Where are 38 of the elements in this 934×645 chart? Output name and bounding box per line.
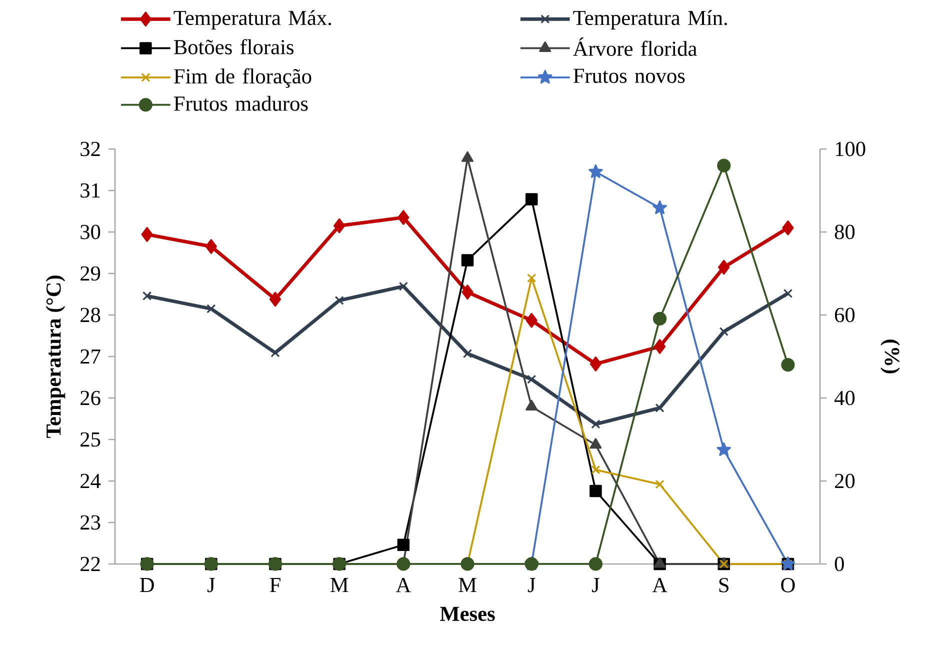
y-tick-label: 23: [80, 515, 100, 530]
y2-tick-label: 80: [834, 224, 855, 240]
y-tick-label: 22: [80, 556, 100, 572]
legend-label: Fim de floração: [174, 68, 312, 88]
legend-label: Frutos maduros: [174, 96, 308, 111]
y2-tick-label: 100: [836, 142, 866, 156]
y-tick-label: 26: [80, 390, 100, 406]
x-tick-label: D: [140, 578, 154, 592]
x-tick-label: M: [330, 578, 348, 592]
x-tick-label: M: [458, 578, 476, 592]
x-tick-label: S: [719, 578, 728, 592]
legend-label: Temperatura Mín.: [573, 10, 727, 30]
x-tick-label: F: [270, 578, 280, 592]
y-tick-label: 27: [80, 349, 100, 364]
y-tick-label: 30: [80, 224, 100, 240]
legend-label: Árvore florida: [573, 37, 697, 56]
y2-tick-label: 20: [834, 474, 855, 488]
y2-tick-label: 60: [834, 308, 855, 322]
x-axis-title: Meses: [440, 606, 495, 622]
x-tick-label: A: [396, 578, 411, 592]
y2-tick-label: 0: [834, 556, 844, 572]
x-tick-label: J: [592, 578, 600, 592]
x-tick-label: A: [652, 578, 668, 592]
y-tick-label: 32: [80, 142, 100, 156]
legend-label: Temperatura Máx.: [174, 10, 332, 30]
y-tick-label: 29: [80, 266, 100, 281]
y-axis-title: Temperatura (°C): [46, 276, 66, 438]
x-tick-label: J: [207, 578, 215, 592]
y-tick-label: 28: [80, 308, 100, 322]
y2-axis-title: (%): [880, 340, 900, 374]
legend-label: Botões florais: [174, 39, 294, 54]
x-tick-label: J: [528, 578, 536, 592]
x-tick-label: O: [781, 578, 795, 592]
y2-tick-label: 40: [834, 390, 855, 406]
y-tick-label: 31: [80, 183, 100, 198]
y-tick-label: 25: [80, 432, 100, 447]
legend-label: Frutos novos: [573, 68, 685, 83]
y-tick-label: 24: [80, 474, 101, 488]
